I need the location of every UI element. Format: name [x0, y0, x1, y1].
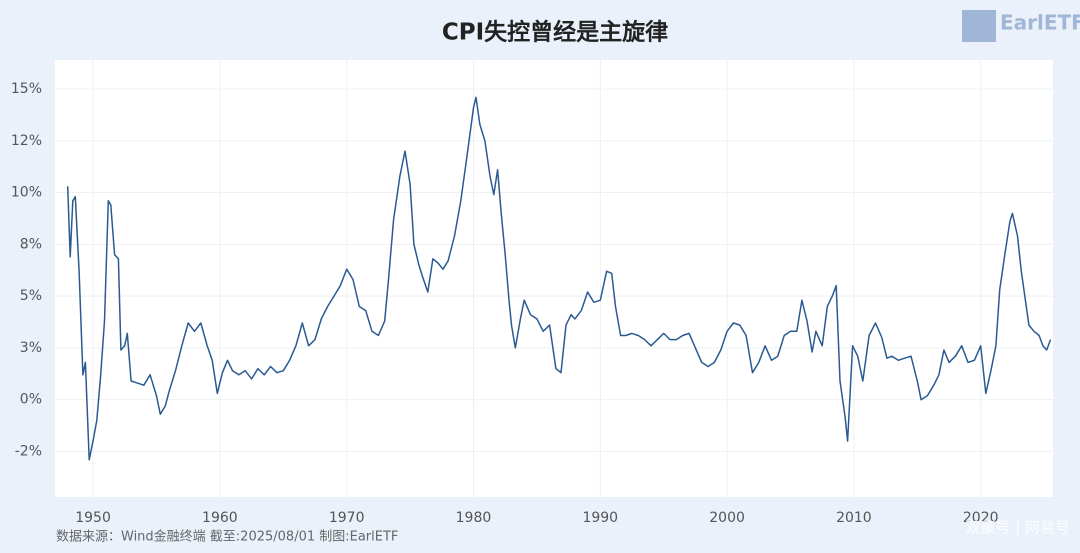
x-tick-label: 2010 — [836, 510, 872, 526]
source-note: 数据来源：Wind金融终端 截至:2025/08/01 制图:EarlETF — [56, 529, 398, 545]
y-tick-label: 12% — [11, 133, 42, 149]
x-tick-label: 1970 — [329, 510, 365, 526]
y-tick-label: 15% — [11, 81, 42, 97]
y-tick-label: 3% — [20, 340, 42, 356]
x-tick-label: 1960 — [202, 510, 238, 526]
chart-title: CPI失控曾经是主旋律 — [442, 19, 668, 46]
logo-icon — [962, 10, 996, 42]
y-tick-label: -2% — [15, 443, 42, 459]
x-tick-label: 1950 — [75, 510, 111, 526]
x-tick-label: 2000 — [709, 510, 745, 526]
x-tick-label: 2020 — [963, 510, 999, 526]
watermark: 双豪号 | 网易号 — [965, 519, 1070, 537]
cpi-line — [66, 96, 1052, 461]
logo: EarlETF — [1000, 11, 1080, 35]
y-tick-label: 0% — [20, 392, 42, 408]
y-tick-label: 10% — [11, 185, 42, 201]
y-tick-label: 8% — [20, 236, 42, 252]
x-tick-label: 1990 — [582, 510, 618, 526]
plot-area — [55, 60, 1053, 497]
y-tick-label: 5% — [20, 288, 42, 304]
x-tick-label: 1980 — [456, 510, 492, 526]
